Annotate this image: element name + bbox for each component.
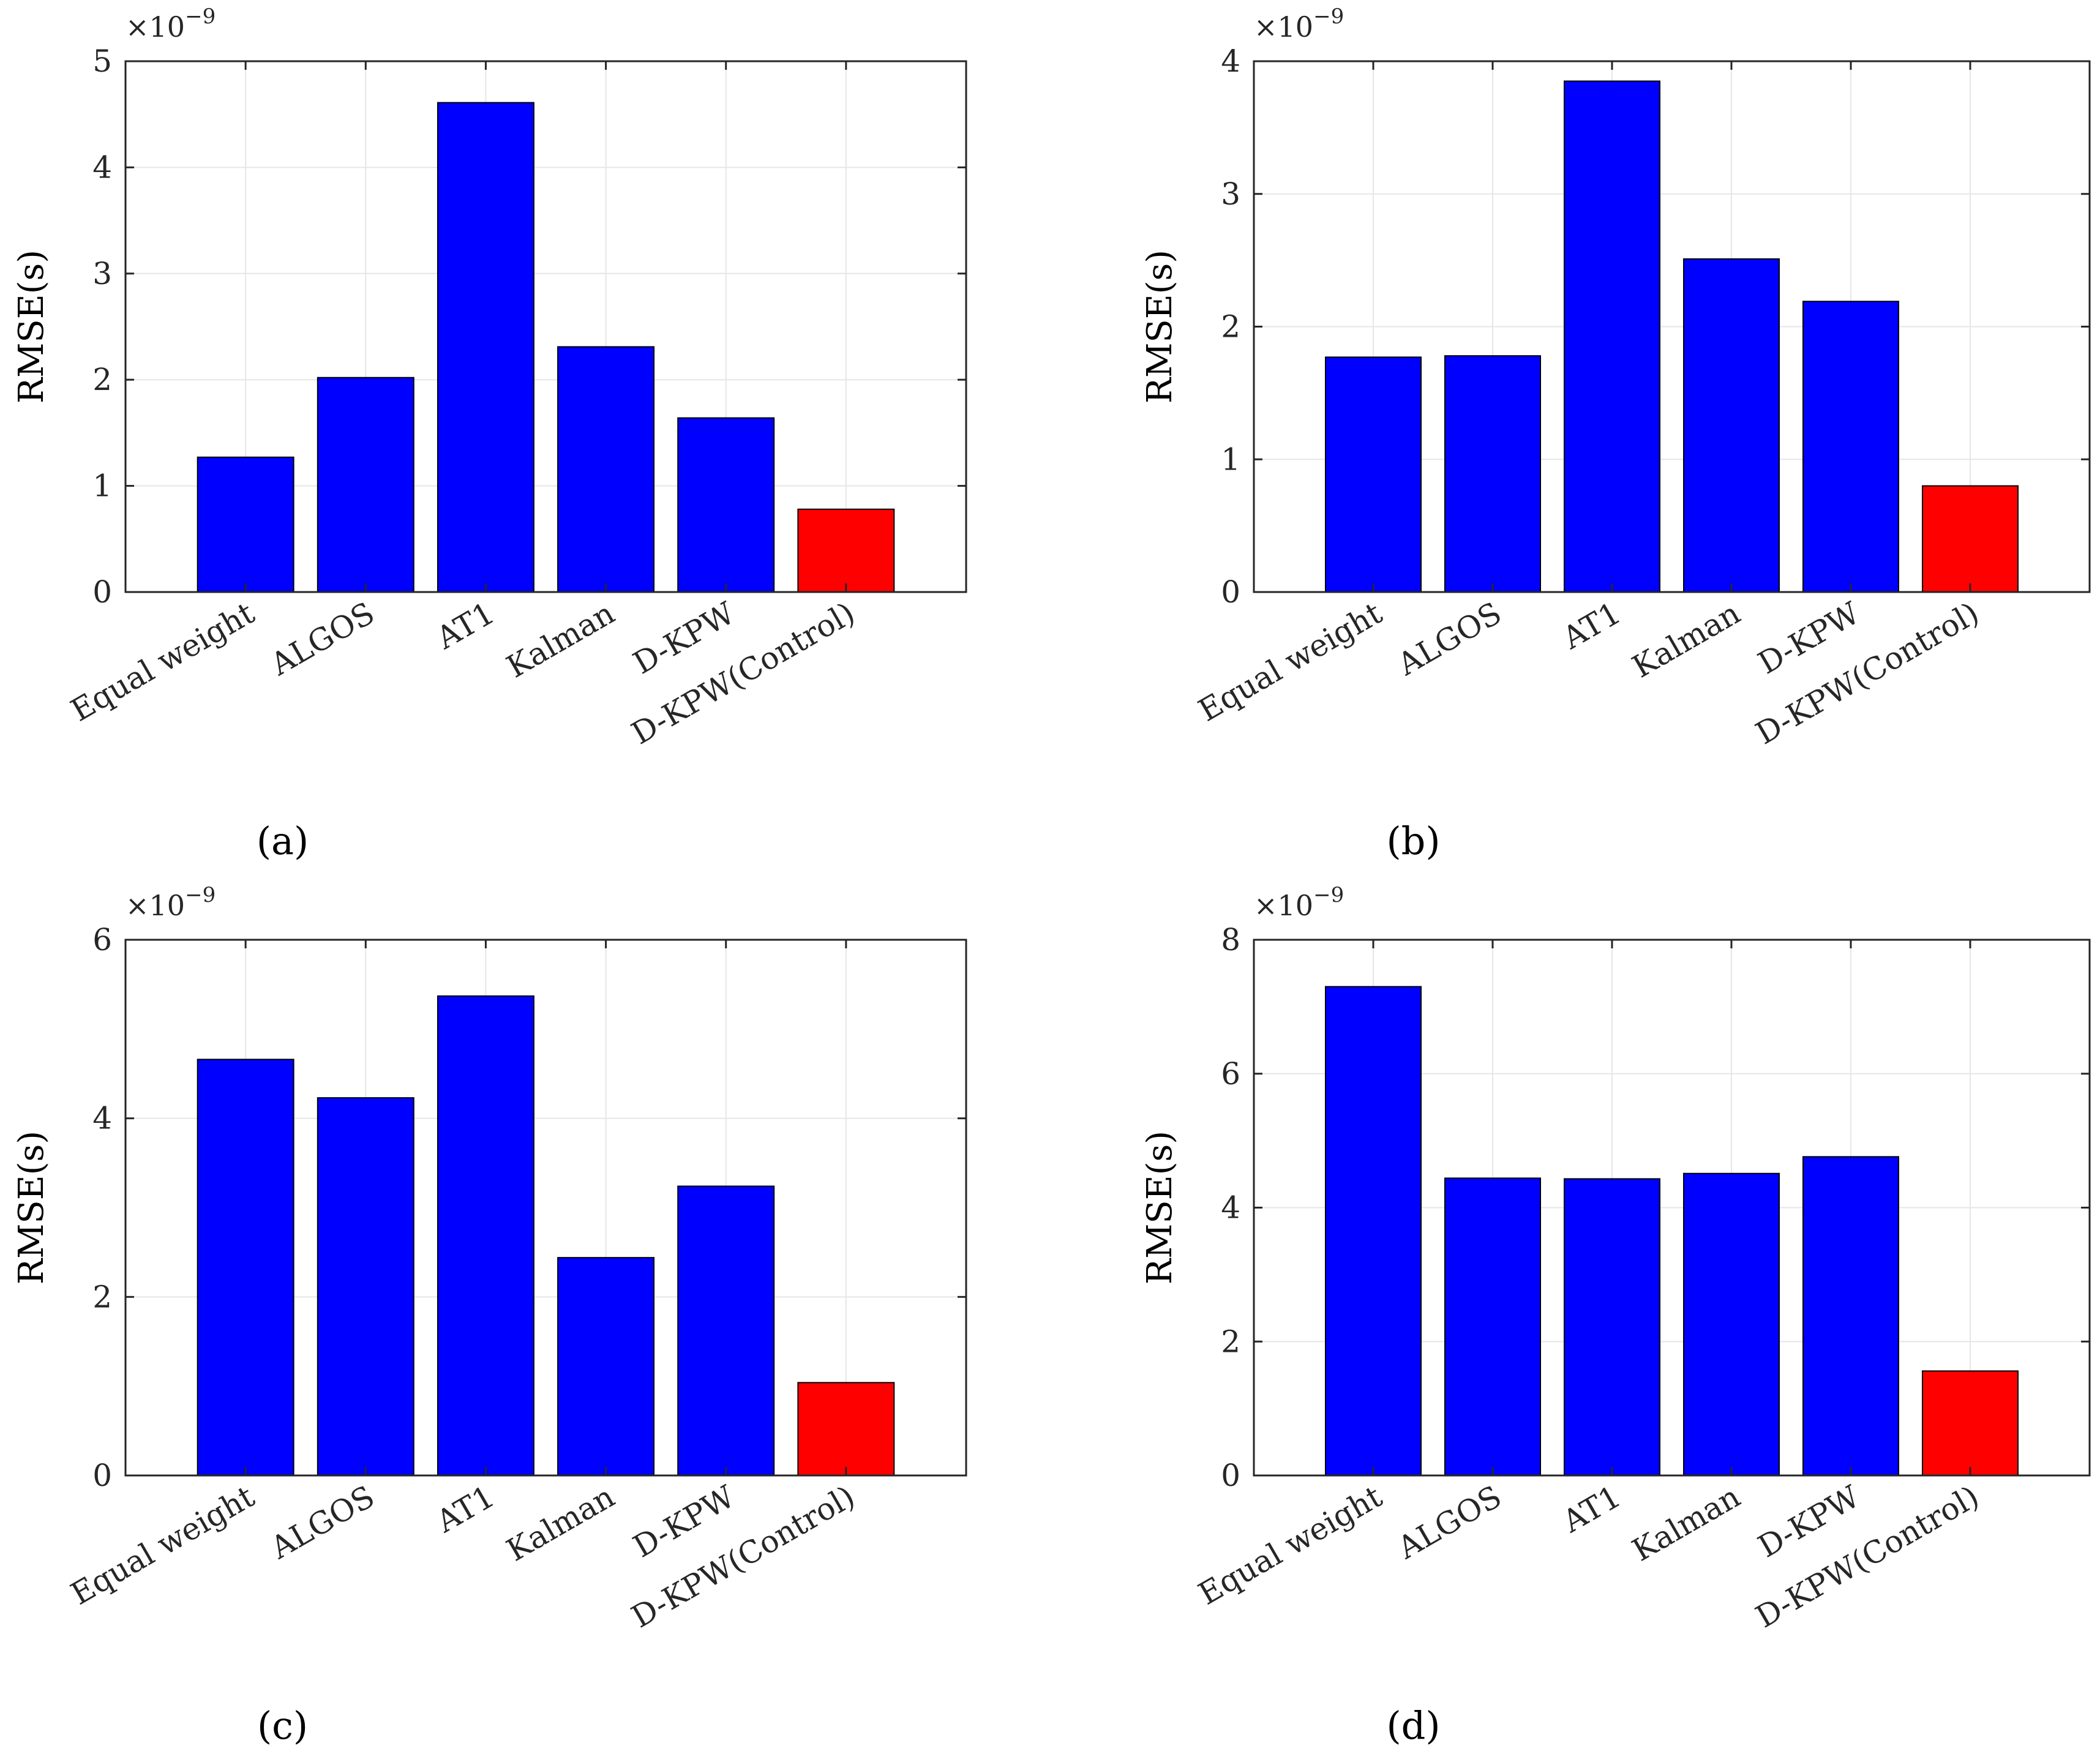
y-tick-label: 4: [1221, 43, 1240, 79]
bar-equal-weight: [197, 1059, 294, 1476]
bar-at1: [437, 995, 534, 1476]
bar-d-kpw: [1802, 1156, 1899, 1476]
x-category-label: AT1: [1556, 595, 1627, 656]
axes-frame: [124, 939, 967, 1477]
panel-label: (b): [1386, 819, 1440, 863]
y-tick-label: 6: [92, 922, 112, 958]
bar-kalman: [557, 1257, 655, 1477]
y-axis-label: RMSE(s): [12, 1131, 51, 1284]
bar-algos: [1444, 1177, 1541, 1476]
y-tick-label: 8: [1221, 922, 1240, 958]
bar-kalman: [1683, 258, 1780, 593]
bar-algos: [317, 1097, 414, 1476]
bar-kalman: [557, 346, 655, 593]
bar-equal-weight: [1325, 356, 1422, 593]
y-tick-label: 0: [92, 574, 112, 610]
y-tick-label: 2: [1221, 309, 1240, 345]
x-category-label: D-KPW(Control): [1750, 595, 1985, 751]
x-category-label: ALGOS: [1391, 595, 1507, 683]
x-category-label: AT1: [1556, 1479, 1627, 1540]
x-category-label: Kalman: [501, 1479, 621, 1569]
bar-algos: [317, 377, 414, 593]
y-axis-multiplier: ×10−9: [126, 883, 216, 922]
y-tick-label: 6: [1221, 1056, 1240, 1092]
x-category-label: D-KPW(Control): [626, 595, 861, 751]
y-tick-label: 0: [1221, 1458, 1240, 1493]
y-axis-label: RMSE(s): [1140, 250, 1180, 403]
y-tick-label: 4: [1221, 1190, 1240, 1226]
panel-label: (d): [1386, 1703, 1440, 1748]
y-axis-multiplier: ×10−9: [1254, 4, 1344, 43]
y-tick-label: 4: [92, 149, 112, 185]
x-category-label: AT1: [430, 595, 500, 656]
x-category-label: Equal weight: [65, 1479, 260, 1612]
x-category-label: Equal weight: [65, 595, 260, 729]
x-category-label: ALGOS: [264, 595, 381, 683]
y-tick-label: 4: [92, 1101, 112, 1136]
y-tick-label: 3: [1221, 176, 1240, 212]
bar-kalman: [1683, 1172, 1780, 1476]
y-tick-label: 2: [1221, 1324, 1240, 1359]
bar-d-kpw: [677, 1185, 775, 1476]
y-axis-multiplier: ×10−9: [126, 4, 216, 43]
x-category-label: ALGOS: [264, 1479, 381, 1566]
y-tick-label: 2: [92, 1279, 112, 1314]
y-tick-label: 2: [92, 362, 112, 397]
y-tick-label: 1: [92, 468, 112, 504]
bar-at1: [437, 102, 534, 593]
bar-equal-weight: [197, 456, 294, 593]
axes-frame: [124, 60, 967, 593]
bar-d-kpw-control-: [1922, 1370, 2019, 1476]
x-category-label: AT1: [430, 1479, 500, 1540]
bar-d-kpw: [1802, 301, 1899, 593]
x-category-label: Equal weight: [1193, 595, 1388, 729]
bar-d-kpw-control-: [1922, 485, 2019, 593]
x-category-label: Kalman: [501, 595, 621, 685]
y-tick-label: 0: [1221, 574, 1240, 610]
bar-algos: [1444, 355, 1541, 593]
bar-at1: [1564, 80, 1660, 593]
x-category-label: D-KPW(Control): [626, 1479, 861, 1635]
y-axis-label: RMSE(s): [12, 250, 51, 403]
x-category-label: D-KPW(Control): [1750, 1479, 1985, 1635]
bar-d-kpw-control-: [797, 508, 895, 593]
panel-label: (a): [257, 819, 309, 863]
x-category-label: Kalman: [1626, 595, 1746, 685]
y-axis-label: RMSE(s): [1140, 1131, 1180, 1284]
y-tick-label: 3: [92, 256, 112, 291]
y-tick-label: 5: [92, 43, 112, 79]
x-category-label: Equal weight: [1193, 1479, 1388, 1612]
bar-equal-weight: [1325, 986, 1422, 1476]
x-category-label: Kalman: [1626, 1479, 1746, 1569]
panel-label: (c): [257, 1703, 308, 1748]
bar-at1: [1564, 1178, 1660, 1476]
bar-d-kpw: [677, 417, 775, 593]
y-axis-multiplier: ×10−9: [1254, 883, 1344, 922]
y-tick-label: 0: [92, 1458, 112, 1493]
x-category-label: ALGOS: [1391, 1479, 1507, 1566]
y-tick-label: 1: [1221, 441, 1240, 477]
bar-d-kpw-control-: [797, 1382, 895, 1476]
